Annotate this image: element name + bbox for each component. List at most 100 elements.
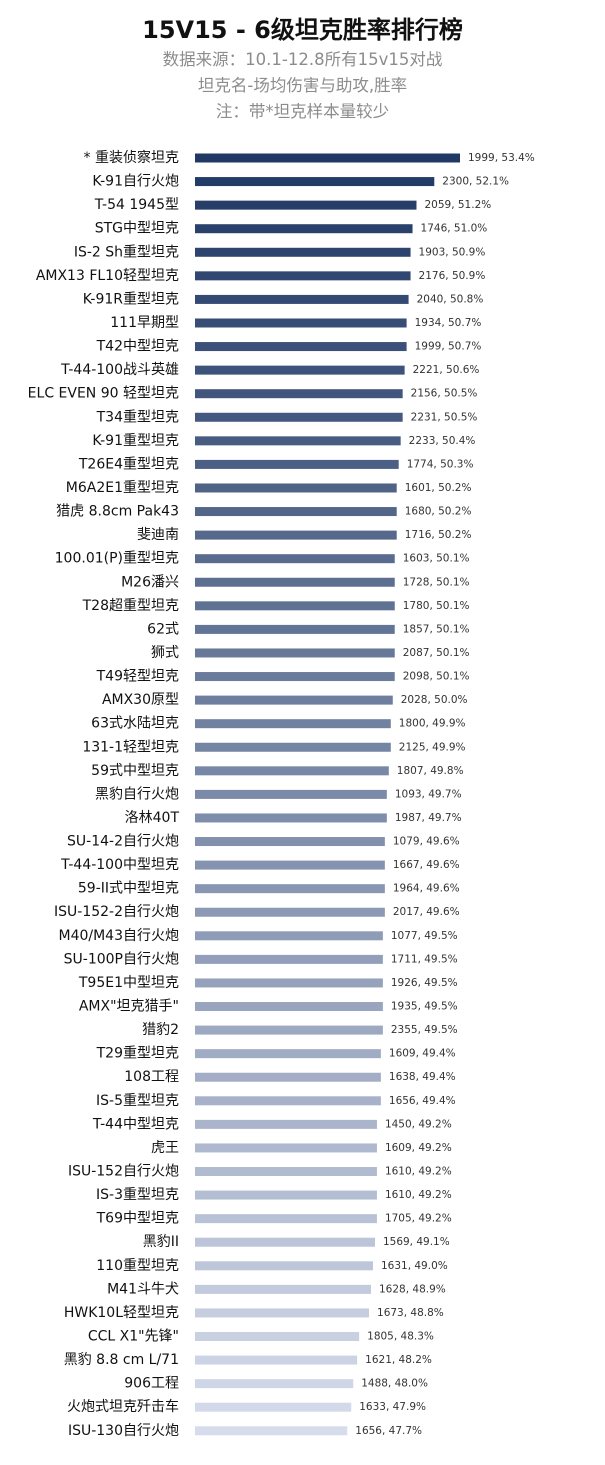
data-label: 1633, 47.9% bbox=[359, 1401, 426, 1413]
bar bbox=[195, 742, 391, 752]
data-label: 1774, 50.3% bbox=[407, 458, 474, 470]
bar bbox=[195, 483, 397, 493]
bar bbox=[195, 365, 405, 375]
data-label: 1711, 49.5% bbox=[391, 953, 458, 965]
bar bbox=[195, 177, 435, 187]
data-label: 1077, 49.5% bbox=[391, 930, 458, 942]
bar bbox=[195, 1332, 360, 1341]
category-label: 906工程 bbox=[124, 1376, 179, 1392]
bar bbox=[195, 1167, 377, 1177]
data-label: 1780, 50.1% bbox=[403, 600, 470, 612]
bar bbox=[195, 1402, 352, 1412]
data-label: 1705, 49.2% bbox=[385, 1213, 452, 1225]
data-label: 2355, 49.5% bbox=[391, 1024, 458, 1036]
category-label: M41斗牛犬 bbox=[107, 1281, 179, 1297]
category-label: T69中型坦克 bbox=[96, 1211, 179, 1227]
bar bbox=[195, 1119, 377, 1129]
data-label: 2087, 50.1% bbox=[403, 647, 470, 659]
data-label: 1926, 49.5% bbox=[391, 977, 458, 989]
bar bbox=[195, 1237, 375, 1247]
data-label: 1964, 49.6% bbox=[393, 883, 460, 895]
category-label: IS-5重型坦克 bbox=[96, 1093, 179, 1109]
data-label: 1673, 48.8% bbox=[377, 1307, 444, 1319]
category-label: 狮式 bbox=[151, 645, 179, 661]
bar bbox=[195, 554, 395, 564]
category-label: T-44-100战斗英雄 bbox=[60, 361, 179, 378]
bar bbox=[195, 884, 385, 894]
data-label: 1807, 49.8% bbox=[397, 765, 464, 777]
data-label: 2040, 50.8% bbox=[417, 293, 484, 305]
bar bbox=[195, 294, 409, 304]
data-label: 1805, 48.3% bbox=[367, 1331, 434, 1343]
chart-subtitle-note: 注：带*坦克样本量较少 bbox=[215, 102, 390, 121]
data-label: 2125, 49.9% bbox=[399, 741, 466, 753]
category-label: 131-1轻型坦克 bbox=[82, 739, 179, 755]
data-label: 1999, 53.4% bbox=[468, 152, 535, 164]
bar bbox=[195, 1096, 381, 1106]
bar bbox=[195, 860, 385, 870]
category-label: T28超重型坦克 bbox=[82, 598, 179, 614]
category-label: CCL X1"先锋" bbox=[88, 1329, 179, 1345]
category-label: M6A2E1重型坦克 bbox=[66, 480, 179, 496]
category-label: T34重型坦克 bbox=[96, 409, 179, 425]
category-label: 59-II式中型坦克 bbox=[78, 881, 179, 897]
bar bbox=[195, 813, 387, 823]
data-label: 2221, 50.6% bbox=[413, 364, 480, 376]
bar bbox=[195, 766, 389, 776]
data-label: 1903, 50.9% bbox=[419, 246, 486, 258]
bar bbox=[195, 318, 407, 328]
category-label: 63式水陆坦克 bbox=[91, 716, 179, 732]
category-label: 黑豹 8.8 cm L/71 bbox=[64, 1352, 179, 1368]
data-label: 2017, 49.6% bbox=[393, 906, 460, 918]
data-label: 1569, 49.1% bbox=[383, 1236, 450, 1248]
data-label: 1656, 47.7% bbox=[355, 1425, 422, 1437]
data-label: 2176, 50.9% bbox=[419, 270, 486, 282]
data-label: 2231, 50.5% bbox=[411, 411, 478, 423]
data-label: 1800, 49.9% bbox=[399, 718, 466, 730]
bar bbox=[195, 1002, 383, 1012]
category-label: ISU-152-2自行火炮 bbox=[54, 904, 179, 920]
bar bbox=[195, 459, 399, 469]
data-label: 1728, 50.1% bbox=[403, 576, 470, 588]
data-label: 1610, 49.2% bbox=[385, 1189, 452, 1201]
category-label: 黑豹自行火炮 bbox=[95, 786, 179, 802]
data-label: 1603, 50.1% bbox=[403, 553, 470, 565]
category-label: T29重型坦克 bbox=[96, 1046, 179, 1062]
category-label: HWK10L轻型坦克 bbox=[64, 1305, 179, 1321]
data-label: 1621, 48.2% bbox=[365, 1354, 432, 1366]
category-label: 洛林40T bbox=[125, 810, 180, 826]
category-label: 62式 bbox=[147, 621, 179, 637]
data-label: 1999, 50.7% bbox=[415, 341, 482, 353]
data-label: 1667, 49.6% bbox=[393, 859, 460, 871]
data-label: 1093, 49.7% bbox=[395, 788, 462, 800]
category-label: 猎豹2 bbox=[142, 1022, 179, 1038]
category-label: 59式中型坦克 bbox=[91, 763, 179, 779]
category-label: SU-14-2自行火炮 bbox=[67, 834, 179, 850]
category-label: 黑豹II bbox=[143, 1234, 179, 1250]
bar bbox=[195, 412, 403, 422]
bar bbox=[195, 1214, 377, 1224]
category-label: AMX30原型 bbox=[102, 692, 179, 708]
data-label: 1610, 49.2% bbox=[385, 1166, 452, 1178]
data-label: 1628, 48.9% bbox=[379, 1283, 446, 1295]
category-label: 100.01(P)重型坦克 bbox=[55, 551, 179, 567]
bar bbox=[195, 1025, 383, 1035]
category-label: T49轻型坦克 bbox=[96, 669, 179, 685]
category-label: IS-3重型坦克 bbox=[96, 1187, 179, 1203]
category-label: T-44中型坦克 bbox=[92, 1116, 179, 1132]
data-label: 1488, 48.0% bbox=[361, 1378, 428, 1390]
bar bbox=[195, 153, 460, 163]
data-label: 1716, 50.2% bbox=[405, 529, 472, 541]
bar bbox=[195, 1049, 381, 1059]
category-label: 111早期型 bbox=[110, 315, 179, 331]
category-label: K-91重型坦克 bbox=[92, 433, 179, 449]
bar bbox=[195, 530, 397, 540]
data-label: 1857, 50.1% bbox=[403, 623, 470, 635]
bar bbox=[195, 648, 395, 658]
data-label: 1450, 49.2% bbox=[385, 1118, 452, 1130]
category-label: 108工程 bbox=[124, 1069, 179, 1085]
bar bbox=[195, 200, 417, 210]
category-label: 虎王 bbox=[151, 1140, 179, 1156]
category-label: 猎虎 8.8cm Pak43 bbox=[56, 504, 179, 520]
data-label: 2233, 50.4% bbox=[409, 435, 476, 447]
